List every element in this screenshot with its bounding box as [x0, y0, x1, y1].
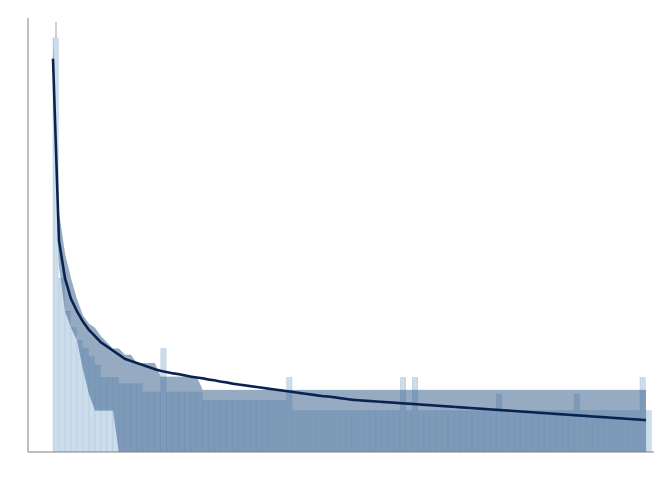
- confidence-band-area: [53, 38, 647, 452]
- histogram-bar: [58, 277, 65, 453]
- confidence-band: [53, 38, 647, 452]
- histogram-bar: [64, 311, 71, 453]
- histogram-bar: [70, 327, 77, 453]
- mean-line: [51, 58, 647, 422]
- mean-line-layer: [51, 58, 647, 422]
- histogram-bar: [645, 410, 652, 453]
